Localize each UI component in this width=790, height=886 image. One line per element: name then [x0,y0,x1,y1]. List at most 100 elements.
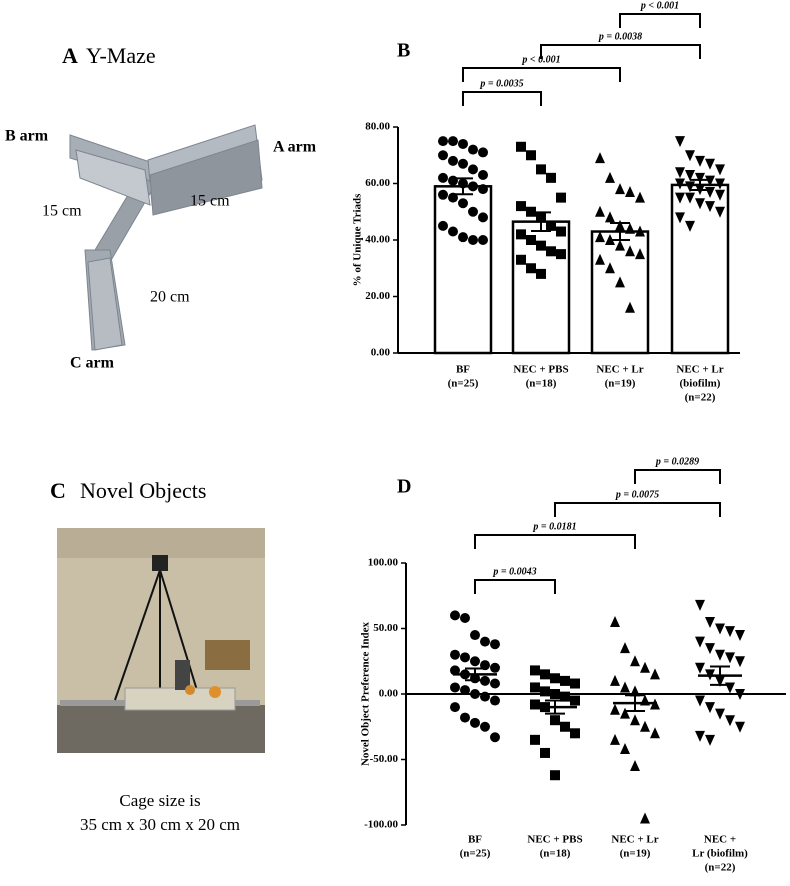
x-tick-label: (n=22) [685,392,716,404]
significance-bracket [474,534,636,549]
panel-title: Y-Maze [86,43,156,68]
data-point [448,226,458,237]
data-point [620,707,630,719]
arm-label: C arm [70,355,115,372]
data-point [536,268,546,279]
data-point [468,164,478,175]
significance-bracket [554,502,721,517]
data-point [615,239,625,251]
data-point [635,225,645,237]
data-point [470,717,480,728]
data-point [458,158,468,169]
data-point [490,695,500,706]
data-point [625,245,635,257]
x-tick-label: NEC + Lr [611,834,658,846]
x-tick-label: (n=25) [460,848,491,860]
data-point [620,642,630,654]
arm-label: A arm [273,139,317,156]
data-point [630,685,640,697]
data-point [675,136,685,148]
data-point [550,673,560,684]
data-point [705,201,715,213]
data-point [705,669,715,681]
data-point [685,181,695,193]
data-point [570,695,580,706]
data-point [595,205,605,217]
data-point [450,610,460,621]
data-point [550,689,560,699]
data-point [448,192,458,203]
y-tick-label: 40.00 [365,234,390,246]
data-point [625,222,635,234]
data-point [530,734,540,745]
data-point [595,253,605,265]
x-tick-label: NEC + Lr [596,364,643,376]
data-point [715,675,725,687]
significance-bracket [619,13,701,28]
data-point [438,172,448,183]
y-tick-label: 50.00 [373,622,398,634]
x-tick-label: Lr (biofilm) [692,848,748,860]
data-point [725,715,735,727]
data-point [470,673,480,684]
data-point [536,240,546,251]
data-point [536,164,546,175]
data-point [530,665,540,676]
x-tick-label: (biofilm) [680,378,721,390]
data-point [556,249,566,260]
data-point [695,695,705,707]
dimension-label: 15 cm [42,203,82,220]
data-point [605,262,615,274]
data-point [650,698,660,710]
x-tick-label: (n=18) [526,378,557,390]
data-point [526,235,536,245]
data-point [460,613,470,624]
y-tick-label: 80.00 [365,121,390,133]
data-point [620,743,630,755]
panel-letter: A [62,43,78,68]
data-point [610,615,620,627]
data-point [478,170,488,181]
data-point [595,152,605,164]
significance-label: p < 0.001 [521,54,560,65]
data-point [640,661,650,673]
x-tick-label: NEC + [704,834,736,846]
data-point [675,212,685,224]
data-point [715,206,725,218]
x-tick-label: (n=19) [605,378,636,390]
data-point [735,656,745,668]
data-point [725,652,735,664]
significance-label: p = 0.0289 [655,456,699,467]
data-point [735,721,745,733]
data-point [705,158,715,170]
data-point [735,630,745,642]
data-point [705,186,715,198]
data-point [705,643,715,655]
data-point [438,150,448,161]
significance-label: p = 0.0038 [598,31,642,42]
significance-bracket [474,579,556,594]
data-point [490,678,500,689]
data-point [556,192,566,203]
data-point [625,185,635,197]
data-point [695,172,705,184]
data-point [610,674,620,686]
data-point [640,720,650,732]
data-point [705,175,715,187]
significance-label: p = 0.0181 [532,521,576,532]
panel-title: Novel Objects [80,478,206,503]
data-point [695,198,705,210]
caption: 35 cm x 30 cm x 20 cm [80,815,240,834]
data-point [610,733,620,745]
data-point [526,263,536,274]
data-point [685,220,695,232]
data-point [480,675,490,686]
data-point [530,682,540,693]
data-point [470,656,480,667]
data-point [448,155,458,166]
data-point [635,191,645,203]
data-point [640,694,650,706]
data-point [478,212,488,223]
